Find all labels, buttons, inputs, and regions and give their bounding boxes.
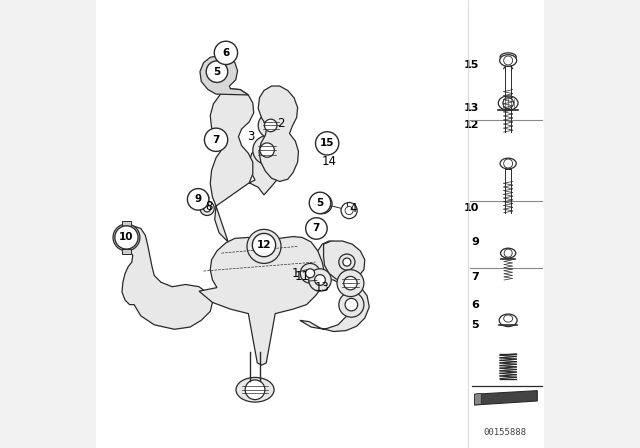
- Text: 12: 12: [257, 240, 271, 250]
- Ellipse shape: [236, 377, 274, 402]
- Polygon shape: [210, 89, 253, 206]
- Text: 9: 9: [471, 237, 479, 247]
- Text: 1: 1: [292, 267, 299, 280]
- Text: 7: 7: [212, 135, 220, 145]
- Circle shape: [252, 233, 276, 257]
- Text: 7: 7: [471, 272, 479, 282]
- FancyBboxPatch shape: [468, 0, 544, 448]
- Text: 15: 15: [463, 60, 479, 70]
- Circle shape: [253, 136, 282, 164]
- Text: 13: 13: [315, 281, 330, 294]
- Circle shape: [343, 258, 351, 266]
- Text: 10: 10: [119, 233, 134, 242]
- Circle shape: [200, 201, 214, 215]
- Circle shape: [306, 218, 327, 239]
- Circle shape: [337, 270, 364, 297]
- Circle shape: [317, 199, 327, 208]
- Circle shape: [344, 276, 357, 290]
- Text: 6: 6: [222, 48, 230, 58]
- Circle shape: [315, 275, 325, 285]
- Circle shape: [339, 292, 364, 317]
- Polygon shape: [122, 226, 212, 329]
- Polygon shape: [324, 241, 365, 281]
- Text: 00155888: 00155888: [483, 428, 526, 437]
- Circle shape: [204, 205, 211, 212]
- Circle shape: [309, 192, 331, 214]
- Circle shape: [504, 249, 512, 257]
- Ellipse shape: [499, 96, 518, 110]
- Text: 12: 12: [463, 121, 479, 130]
- Text: 14: 14: [321, 155, 337, 168]
- Text: 11: 11: [294, 270, 310, 284]
- Text: 10: 10: [463, 203, 479, 213]
- Text: 7: 7: [313, 224, 320, 233]
- Circle shape: [255, 237, 273, 255]
- Text: 2: 2: [277, 116, 284, 130]
- Text: 5: 5: [213, 67, 221, 77]
- Text: 8: 8: [205, 199, 212, 213]
- Text: 9: 9: [195, 194, 202, 204]
- Circle shape: [264, 119, 277, 132]
- Ellipse shape: [500, 248, 516, 258]
- Text: 15: 15: [320, 138, 335, 148]
- Circle shape: [312, 194, 332, 214]
- Circle shape: [115, 226, 138, 249]
- Circle shape: [188, 189, 209, 210]
- Polygon shape: [199, 237, 324, 365]
- Circle shape: [300, 263, 320, 283]
- Text: 13: 13: [463, 103, 479, 112]
- Text: 5: 5: [472, 320, 479, 330]
- Circle shape: [258, 113, 284, 138]
- Circle shape: [119, 230, 134, 245]
- Circle shape: [309, 269, 332, 291]
- Circle shape: [341, 202, 357, 219]
- Circle shape: [214, 41, 237, 65]
- Text: 3: 3: [247, 130, 254, 143]
- Circle shape: [316, 132, 339, 155]
- Circle shape: [504, 159, 513, 168]
- FancyBboxPatch shape: [122, 221, 131, 226]
- Ellipse shape: [499, 314, 517, 327]
- Circle shape: [204, 128, 228, 151]
- Circle shape: [198, 193, 209, 203]
- Polygon shape: [474, 393, 481, 405]
- FancyBboxPatch shape: [122, 249, 131, 254]
- Polygon shape: [300, 241, 369, 332]
- Polygon shape: [214, 144, 282, 242]
- Circle shape: [504, 56, 513, 65]
- Circle shape: [306, 269, 315, 278]
- Ellipse shape: [500, 158, 516, 169]
- Circle shape: [339, 254, 355, 270]
- Circle shape: [260, 143, 275, 157]
- Polygon shape: [258, 86, 298, 181]
- Text: 4: 4: [350, 202, 357, 215]
- Ellipse shape: [504, 315, 513, 322]
- Circle shape: [206, 61, 228, 82]
- Circle shape: [345, 298, 358, 311]
- Polygon shape: [200, 56, 248, 95]
- Polygon shape: [474, 391, 538, 405]
- Circle shape: [345, 207, 353, 215]
- Text: 5: 5: [316, 198, 324, 208]
- Circle shape: [113, 224, 140, 251]
- Ellipse shape: [500, 53, 516, 61]
- Text: 6: 6: [471, 300, 479, 310]
- Circle shape: [503, 98, 513, 108]
- Circle shape: [247, 229, 281, 263]
- Ellipse shape: [500, 55, 516, 66]
- FancyBboxPatch shape: [96, 0, 468, 448]
- Circle shape: [245, 380, 265, 400]
